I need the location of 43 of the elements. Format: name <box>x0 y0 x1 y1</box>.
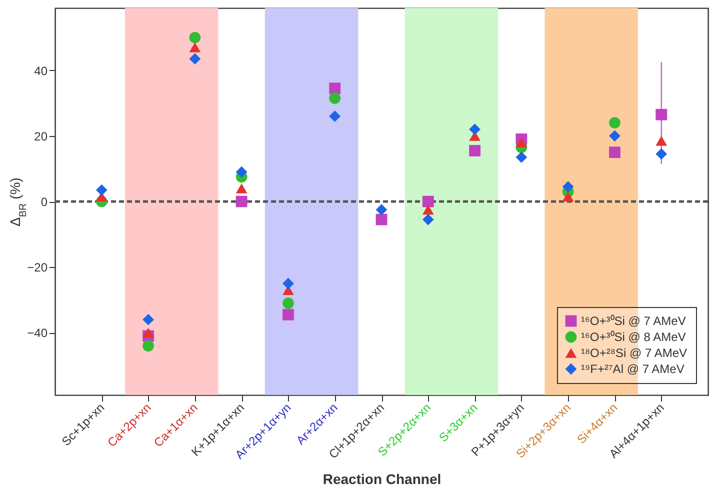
point <box>142 328 154 338</box>
y-tick-label: −40 <box>27 326 48 340</box>
y-tick-label: −20 <box>27 260 48 275</box>
point <box>376 204 388 216</box>
point <box>236 196 248 208</box>
point <box>236 183 248 194</box>
legend-label: ¹⁸O+²⁸Si @ 7 AMeV <box>581 346 688 360</box>
point <box>329 110 341 122</box>
point <box>282 308 294 320</box>
point <box>96 184 108 196</box>
legend-label: ¹⁶O+³⁰Si @ 7 AMeV <box>581 314 686 328</box>
point <box>656 148 668 160</box>
point <box>422 196 434 208</box>
point <box>189 53 201 65</box>
point <box>469 124 480 136</box>
point <box>142 314 154 326</box>
point <box>516 152 528 163</box>
legend-label: ¹⁹F+²⁷Al @ 7 AMeV <box>581 362 684 376</box>
point <box>609 117 620 128</box>
y-tick-label: 20 <box>34 129 48 144</box>
point <box>282 297 294 309</box>
point <box>329 92 341 104</box>
legend-label: ¹⁶O+³⁰Si @ 8 AMeV <box>581 330 686 344</box>
point <box>609 130 620 142</box>
y-tick-label: 40 <box>34 64 48 78</box>
x-axis-title: Reaction Channel <box>322 471 442 488</box>
point <box>282 278 294 290</box>
point <box>562 181 574 192</box>
point <box>329 82 341 94</box>
point <box>189 42 201 52</box>
point <box>516 138 528 148</box>
y-tick-label: 0 <box>40 195 48 209</box>
point <box>142 340 154 352</box>
point <box>469 144 480 156</box>
point <box>656 136 668 146</box>
point <box>189 32 201 44</box>
point <box>656 108 668 120</box>
point <box>376 214 388 226</box>
point <box>422 214 434 226</box>
point <box>609 146 620 158</box>
point <box>422 204 434 215</box>
point <box>236 166 248 178</box>
point <box>562 192 574 202</box>
